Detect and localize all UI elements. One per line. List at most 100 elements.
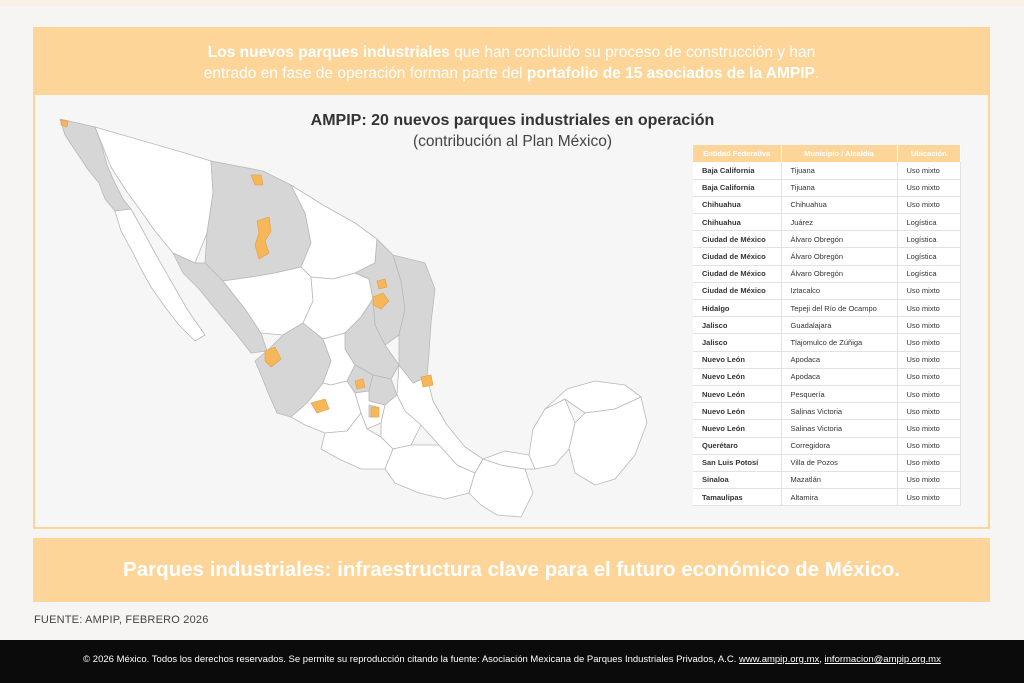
source-note: FUENTE: AMPIP, FEBRERO 2026 [34, 614, 209, 626]
table-row: Nuevo León Salinas Victoria Uso mixto [693, 402, 961, 421]
cell-municipio: Apodaca [781, 351, 898, 369]
cell-entidad: Jalisco [693, 316, 782, 335]
cell-entidad: Nuevo León [693, 385, 782, 404]
top-strip [0, 0, 1024, 6]
table-row: Ciudad de México Álvaro Obregón Logística [693, 247, 961, 266]
park-tijuana [60, 119, 69, 128]
footer-link-website[interactable]: www.ampip.org.mx [739, 654, 820, 665]
cell-municipio: Apodaca [781, 368, 898, 386]
cell-municipio: Iztacalco [781, 282, 898, 301]
cell-ubicacion: Uso mixto [897, 282, 961, 301]
banner-text-2: entrado en fase de operación forman part… [203, 65, 527, 82]
cell-entidad: San Luis Potosí [693, 454, 782, 472]
park-pesqueria [376, 278, 388, 290]
cell-ubicacion: Uso mixto [897, 471, 961, 490]
header-ubicacion: Ubicación [897, 145, 961, 162]
cell-ubicacion: Uso mixto [897, 385, 961, 404]
cell-municipio: Tijuana [781, 162, 898, 180]
footer-link-email[interactable]: informacion@ampip.org.mx [824, 654, 941, 665]
cell-entidad: Nuevo León [693, 402, 782, 421]
cell-ubicacion: Uso mixto [897, 488, 961, 507]
park-queretaro [354, 378, 366, 390]
cell-municipio: Villa de Pozos [781, 454, 898, 472]
footer-separator: , [819, 654, 825, 665]
cell-entidad: Baja California [693, 179, 782, 197]
map-title: AMPIP: 20 nuevos parques industriales en… [310, 112, 715, 129]
cell-entidad: Nuevo León [693, 368, 782, 386]
table-row: Nuevo León Salinas Victoria Uso mixto [693, 419, 961, 438]
table-row: Ciudad de México Álvaro Obregón Logística [693, 230, 961, 249]
cell-municipio: Pesquería [781, 385, 898, 404]
cell-municipio: Tijuana [781, 179, 898, 197]
park-mazatlan [264, 346, 282, 368]
intro-banner: Los nuevos parques industriales que han … [35, 29, 988, 95]
cell-entidad: Chihuahua [693, 213, 782, 232]
cell-entidad: Ciudad de México [693, 247, 782, 266]
cell-ubicacion: Logística [897, 247, 961, 266]
cell-municipio: Guadalajara [781, 316, 898, 335]
header-municipio: Municipio / Alcaldía [781, 145, 898, 162]
state-baja-california-sur [114, 208, 206, 342]
cell-municipio: Altamira [781, 488, 898, 507]
cell-entidad: Baja California [693, 162, 782, 180]
cell-ubicacion: Uso mixto [897, 196, 961, 215]
cell-ubicacion: Uso mixto [897, 162, 961, 180]
cell-municipio: Álvaro Obregón [781, 230, 898, 249]
park-juarez [250, 174, 264, 186]
cell-ubicacion: Uso mixto [897, 437, 961, 455]
infographic-frame: Los nuevos parques industriales que han … [33, 27, 990, 529]
state-campeche [528, 398, 576, 470]
cell-entidad: Hidalgo [693, 299, 782, 318]
cell-entidad: Nuevo León [693, 351, 782, 369]
footer: © 2026 México. Todos los derechos reserv… [0, 640, 1024, 683]
table-row: Querétaro Corregidora Uso mixto [693, 437, 961, 455]
cell-entidad: Nuevo León [693, 419, 782, 438]
slogan-banner: Parques industriales: infraestructura cl… [33, 538, 990, 602]
cell-municipio: Salinas Victoria [781, 419, 898, 438]
table-row: Baja California Tijuana Uso mixto [693, 162, 961, 180]
banner-bold-2: portafolio de 15 asociados de la AMPIP [526, 65, 815, 82]
table-row: Nuevo León Apodaca Uso mixto [693, 351, 961, 369]
cell-municipio: Corregidora [781, 437, 898, 455]
table-row: Tamaulipas Altamira Uso mixto [693, 488, 961, 507]
table-row: Jalisco Guadalajara Uso mixto [693, 316, 961, 335]
table-row: Baja California Tijuana Uso mixto [693, 179, 961, 197]
banner-end: . [814, 65, 820, 82]
header-entidad: Entidad Federativa [693, 145, 782, 162]
cell-ubicacion: Uso mixto [897, 351, 961, 369]
cell-entidad: Ciudad de México [693, 282, 782, 301]
cell-ubicacion: Uso mixto [897, 333, 961, 352]
cell-municipio: Salinas Victoria [781, 402, 898, 421]
cell-entidad: Sinaloa [693, 471, 782, 490]
cell-ubicacion: Uso mixto [897, 419, 961, 438]
cell-entidad: Querétaro [693, 437, 782, 455]
map-title-block: AMPIP: 20 nuevos parques industriales en… [265, 111, 760, 152]
park-apodaca [372, 292, 390, 310]
cell-entidad: Jalisco [693, 333, 782, 352]
table-row: Hidalgo Tepeji del Río de Ocampo Uso mixto [693, 299, 961, 318]
cell-ubicacion: Logística [897, 265, 961, 283]
cell-entidad: Ciudad de México [693, 265, 782, 283]
park-cdmx [370, 406, 380, 418]
cell-ubicacion: Logística [897, 213, 961, 232]
state-quintana-roo [568, 396, 648, 486]
table-row: Chihuahua Juárez Logística [693, 213, 961, 232]
cell-ubicacion: Uso mixto [897, 402, 961, 421]
state-chiapas [468, 458, 534, 518]
table-row: Nuevo León Pesquería Uso mixto [693, 385, 961, 404]
cell-municipio: Mazatlán [781, 471, 898, 490]
cell-municipio: Chihuahua [781, 196, 898, 215]
table-row: Chihuahua Chihuahua Uso mixto [693, 196, 961, 215]
mexico-map [59, 118, 648, 518]
table-header-row: Entidad Federativa Municipio / Alcaldía … [693, 145, 961, 162]
cell-ubicacion: Uso mixto [897, 299, 961, 318]
map-subtitle: (contribución al Plan México) [412, 133, 612, 150]
cell-entidad: Chihuahua [693, 196, 782, 215]
park-altamira [420, 374, 434, 388]
cell-municipio: Álvaro Obregón [781, 247, 898, 266]
table-row: Sinaloa Mazatlán Uso mixto [693, 471, 961, 490]
table-row: Ciudad de México Álvaro Obregón Logística [693, 265, 961, 283]
footer-text: © 2026 México. Todos los derechos reserv… [83, 654, 739, 665]
park-guadalajara [310, 398, 330, 414]
cell-entidad: Ciudad de México [693, 230, 782, 249]
